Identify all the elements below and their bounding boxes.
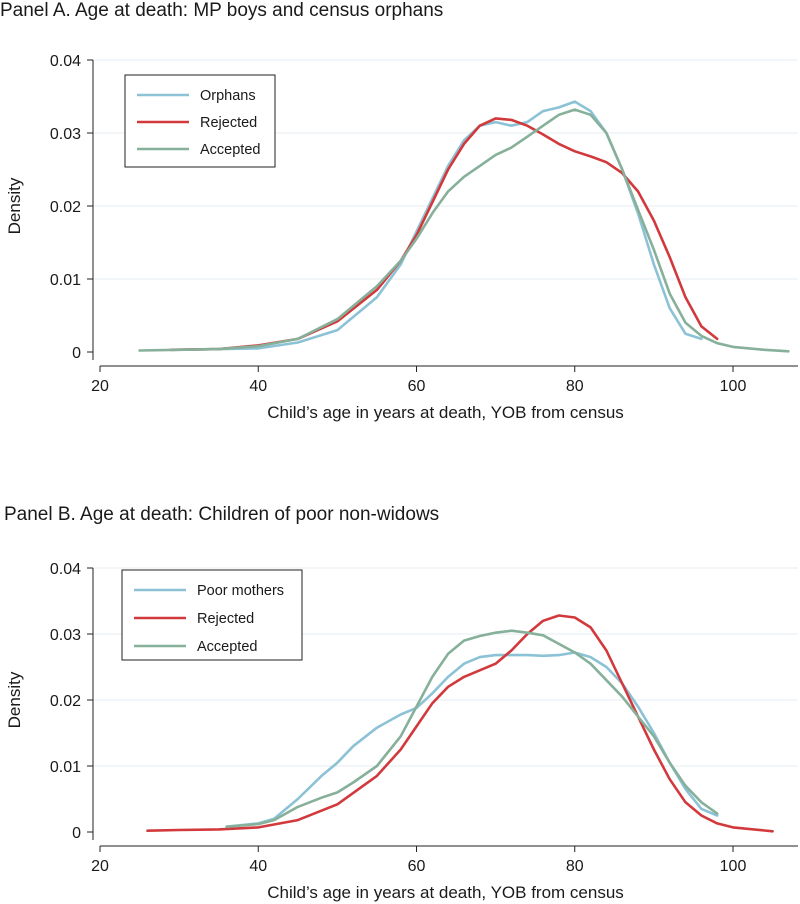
panel-a-y-tick-label: 0.01 [50, 272, 81, 289]
panel-b-x-tick-label: 100 [720, 858, 747, 875]
panel-b-x-tick-label: 20 [91, 858, 109, 875]
panel-a-x-tick-label: 80 [566, 378, 584, 395]
panel-b-legend-label: Accepted [197, 639, 257, 655]
panel-a-chart: 0 0.01 0.02 0.03 0.04 20 40 60 80 100 Child’s age … [5, 53, 798, 422]
panel-a-x-tick-label: 100 [720, 378, 747, 395]
panel-b-y-tick-label: 0.03 [50, 627, 81, 644]
panel-b-legend-label: Poor mothers [197, 583, 284, 599]
panel-b-title: Panel B. Age at death: Children of poor … [4, 504, 440, 525]
panel-b-line-poor-mothers [225, 651, 719, 829]
panel-a-y-tick-label: 0 [72, 345, 81, 362]
panel-b-y-tick-label: 0 [72, 825, 81, 842]
panel-a-y-tick-label: 0.02 [50, 199, 81, 216]
panel-a-x-axis-title: Child’s age in years at death, YOB from … [267, 403, 624, 422]
panel-a-y-tick-label: 0.04 [50, 53, 81, 70]
panel-a-y-tick-label: 0.03 [50, 126, 81, 143]
panel-b-legend-label: Rejected [197, 611, 254, 627]
panel-b-y-tick-label: 0.01 [50, 759, 81, 776]
panel-b-y-axis-title: Density [5, 671, 24, 728]
panel-b-line-accepted [225, 629, 719, 829]
panel-a-y-axis-title: Density [5, 177, 24, 234]
panel-b-x-tick-label: 60 [408, 858, 426, 875]
panel-a-title: Panel A. Age at death: MP boys and censu… [0, 0, 444, 21]
panel-a-x-tick-label: 20 [91, 378, 109, 395]
panel-a-x-tick-label: 60 [408, 378, 426, 395]
panel-b-x-tick-label: 40 [249, 858, 267, 875]
panel-a-x-tick-label: 40 [249, 378, 267, 395]
panel-b-x-axis-title: Child’s age in years at death, YOB from … [267, 883, 624, 902]
panel-a-line-accepted [138, 108, 790, 353]
panel-b-x-tick-label: 80 [566, 858, 584, 875]
panel-b-line-rejected [146, 614, 774, 833]
panel-a-line-rejected [169, 117, 719, 352]
panel-a-legend-label: Orphans [200, 88, 256, 104]
panel-b-y-tick-label: 0.04 [50, 561, 81, 578]
panel-a-legend-label: Accepted [200, 142, 260, 158]
panel-b-y-tick-label: 0.02 [50, 693, 81, 710]
panel-a-legend-label: Rejected [200, 115, 257, 131]
